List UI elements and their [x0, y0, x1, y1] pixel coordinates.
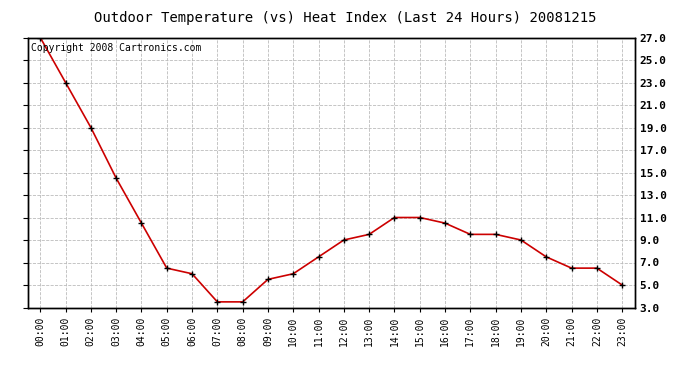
Text: Copyright 2008 Cartronics.com: Copyright 2008 Cartronics.com — [30, 43, 201, 53]
Text: Outdoor Temperature (vs) Heat Index (Last 24 Hours) 20081215: Outdoor Temperature (vs) Heat Index (Las… — [94, 11, 596, 25]
